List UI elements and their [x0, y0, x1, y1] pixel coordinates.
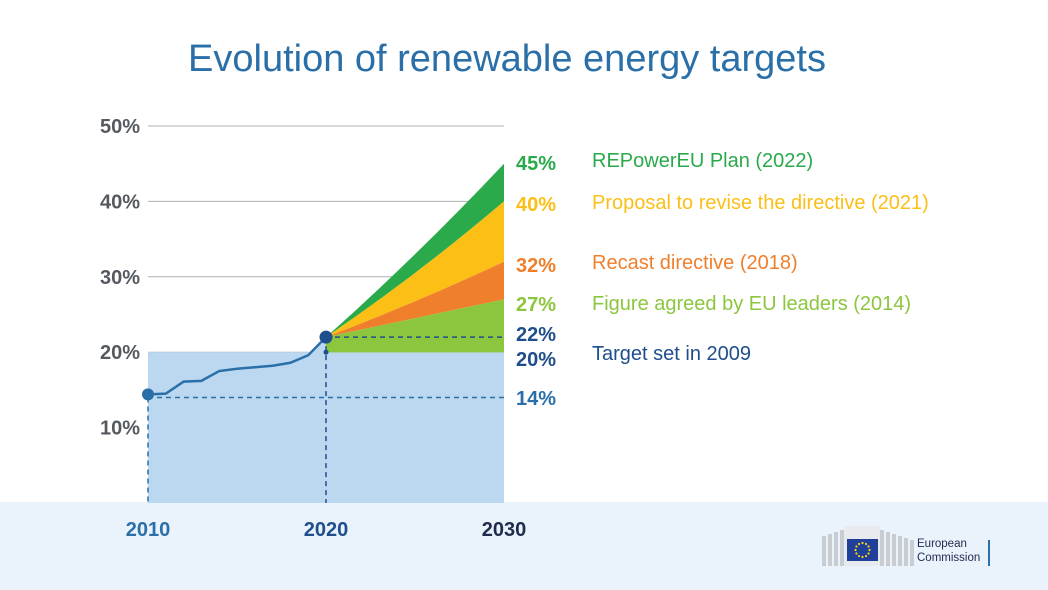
legend-label: Figure agreed by EU leaders: [592, 293, 848, 315]
legend-item: Recast directive (2018): [592, 252, 798, 275]
x-tick-2030: 2030: [482, 519, 527, 541]
wedge-base-strip: [326, 337, 504, 353]
chart-title: Evolution of renewable energy targets: [188, 38, 826, 80]
legend-label: Proposal to revise the directive: [592, 192, 866, 214]
wedge-32pct: [326, 261, 504, 338]
legend-item: REPowerEU Plan (2022): [592, 150, 813, 173]
value-label-32: 32%: [516, 255, 556, 277]
legend-year: (2018): [734, 252, 798, 274]
value-label-40: 40%: [516, 194, 556, 216]
eu-star-icon: [864, 542, 868, 546]
legend-label: Recast directive: [592, 252, 735, 274]
legend-item: Target set in 2009: [592, 343, 751, 366]
eu-star-icon: [861, 541, 864, 545]
marker-2020: [319, 330, 333, 344]
eu-star-icon: [861, 555, 864, 559]
value-label-14: 14%: [516, 388, 556, 410]
x-tick-2010: 2010: [126, 519, 171, 541]
logo-divider: [988, 540, 990, 566]
y-tick-40: 40%: [100, 191, 140, 213]
eu-star-icon: [857, 554, 861, 558]
eu-star-icon: [855, 545, 858, 548]
legend-year: (2021): [865, 192, 929, 214]
legend-label: REPowerEU Plan: [592, 150, 750, 172]
eu-star-icon: [867, 545, 870, 548]
marker-2020-20pct: [323, 349, 329, 355]
history-line: [147, 336, 327, 396]
y-tick-50: 50%: [100, 116, 140, 138]
y-tick-20: 20%: [100, 342, 140, 364]
legend-label: Target set in 2009: [592, 343, 751, 365]
y-tick-30: 30%: [100, 267, 140, 289]
value-label-20: 20%: [516, 349, 556, 371]
eu-star-icon: [854, 548, 857, 552]
marker-2010: [142, 388, 154, 401]
eu-star-icon: [864, 554, 868, 558]
eu-star-icon: [857, 542, 861, 546]
legend-year: (2022): [749, 150, 814, 172]
wedge-40pct: [326, 201, 504, 338]
value-label-22: 22%: [516, 324, 556, 346]
value-label-45: 45%: [516, 153, 556, 175]
logo-text: European Commission: [917, 537, 980, 565]
y-tick-10: 10%: [100, 418, 140, 440]
x-tick-2020: 2020: [304, 519, 349, 541]
logo-line-2: Commission: [917, 552, 981, 564]
legend-item: Figure agreed by EU leaders (2014): [592, 293, 911, 316]
legend-item: Proposal to revise the directive (2021): [592, 192, 929, 215]
eu-star-icon: [868, 548, 871, 552]
logo-line-1: European: [917, 538, 967, 550]
eu-star-icon: [855, 552, 858, 555]
eu-star-icon: [867, 552, 870, 555]
legend-year: (2014): [847, 293, 912, 315]
history-area: [148, 337, 326, 503]
value-label-27: 27%: [516, 294, 556, 316]
european-commission-logo-icon: [822, 526, 914, 566]
